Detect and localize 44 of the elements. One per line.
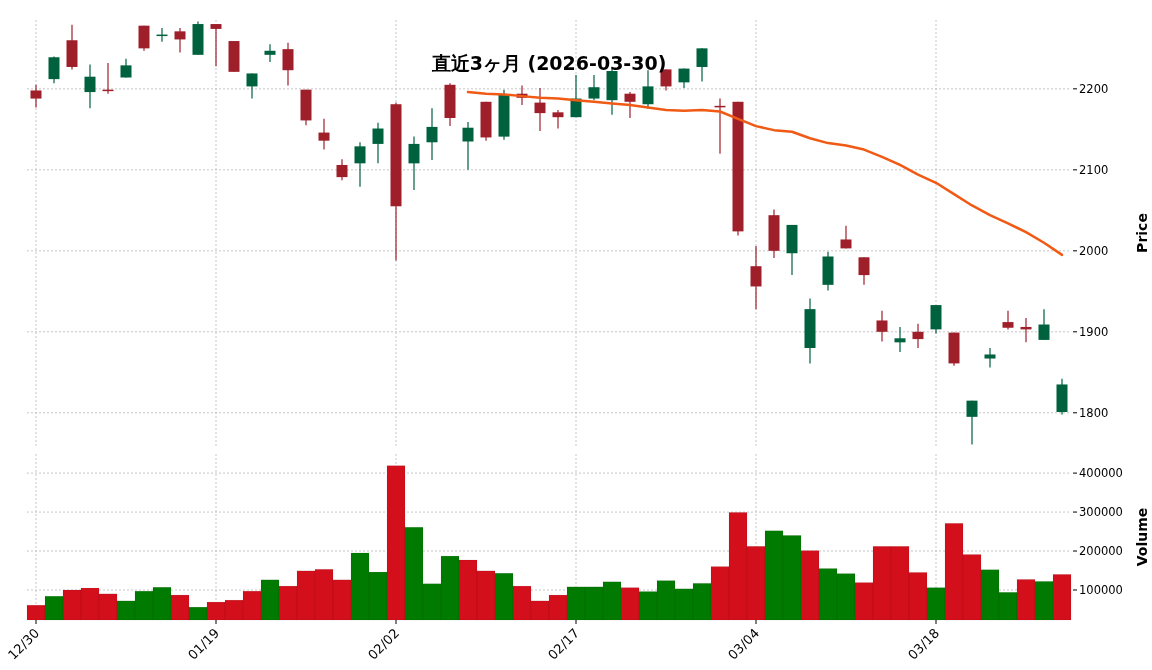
y-tick-label: 1800 (1079, 405, 1109, 420)
candlestick (624, 91, 636, 119)
candlestick (696, 47, 708, 83)
candlestick (138, 25, 150, 52)
candlestick (282, 42, 294, 87)
candlestick (894, 326, 906, 353)
candlestick (588, 74, 600, 101)
y-tick-label: 200000 (1079, 544, 1123, 559)
candlestick (858, 256, 870, 286)
y-tick-label: 100000 (1079, 583, 1123, 598)
candlestick (318, 118, 330, 151)
candlestick (1038, 308, 1050, 341)
candlestick (246, 72, 258, 100)
y-tick-label: 1900 (1079, 324, 1109, 339)
candlestick (462, 121, 474, 171)
candlestick (336, 158, 348, 181)
candlestick (84, 63, 96, 109)
candlestick (408, 136, 420, 191)
candlestick (912, 323, 924, 349)
candlestick (120, 58, 132, 79)
candlestick (264, 43, 276, 63)
candlestick (1002, 310, 1014, 330)
candlestick (750, 245, 762, 310)
candlestick (48, 55, 60, 84)
y-tick-label: 2200 (1079, 81, 1109, 96)
y-tick-label: 400000 (1079, 466, 1123, 481)
candlestick (30, 84, 42, 109)
text: 直近3ヶ月 (2026-03-30) (430, 52, 667, 74)
y-axis-title: Volume (1134, 507, 1150, 567)
candlestick (210, 23, 222, 67)
y-tick-label: 2100 (1079, 162, 1109, 177)
y-tick-label: 2000 (1079, 243, 1109, 258)
candlestick (354, 141, 366, 188)
candlestick (984, 347, 996, 369)
candlestick (372, 122, 384, 164)
candlestick (876, 310, 888, 343)
candlestick (966, 400, 978, 445)
y-tick-label: 300000 (1079, 505, 1123, 520)
candlestick (426, 107, 438, 161)
y-axis-title: Price (1134, 213, 1150, 253)
candlestick (552, 109, 564, 130)
line-series (466, 90, 1064, 257)
candlestick (534, 87, 546, 132)
candlestick (174, 27, 186, 53)
